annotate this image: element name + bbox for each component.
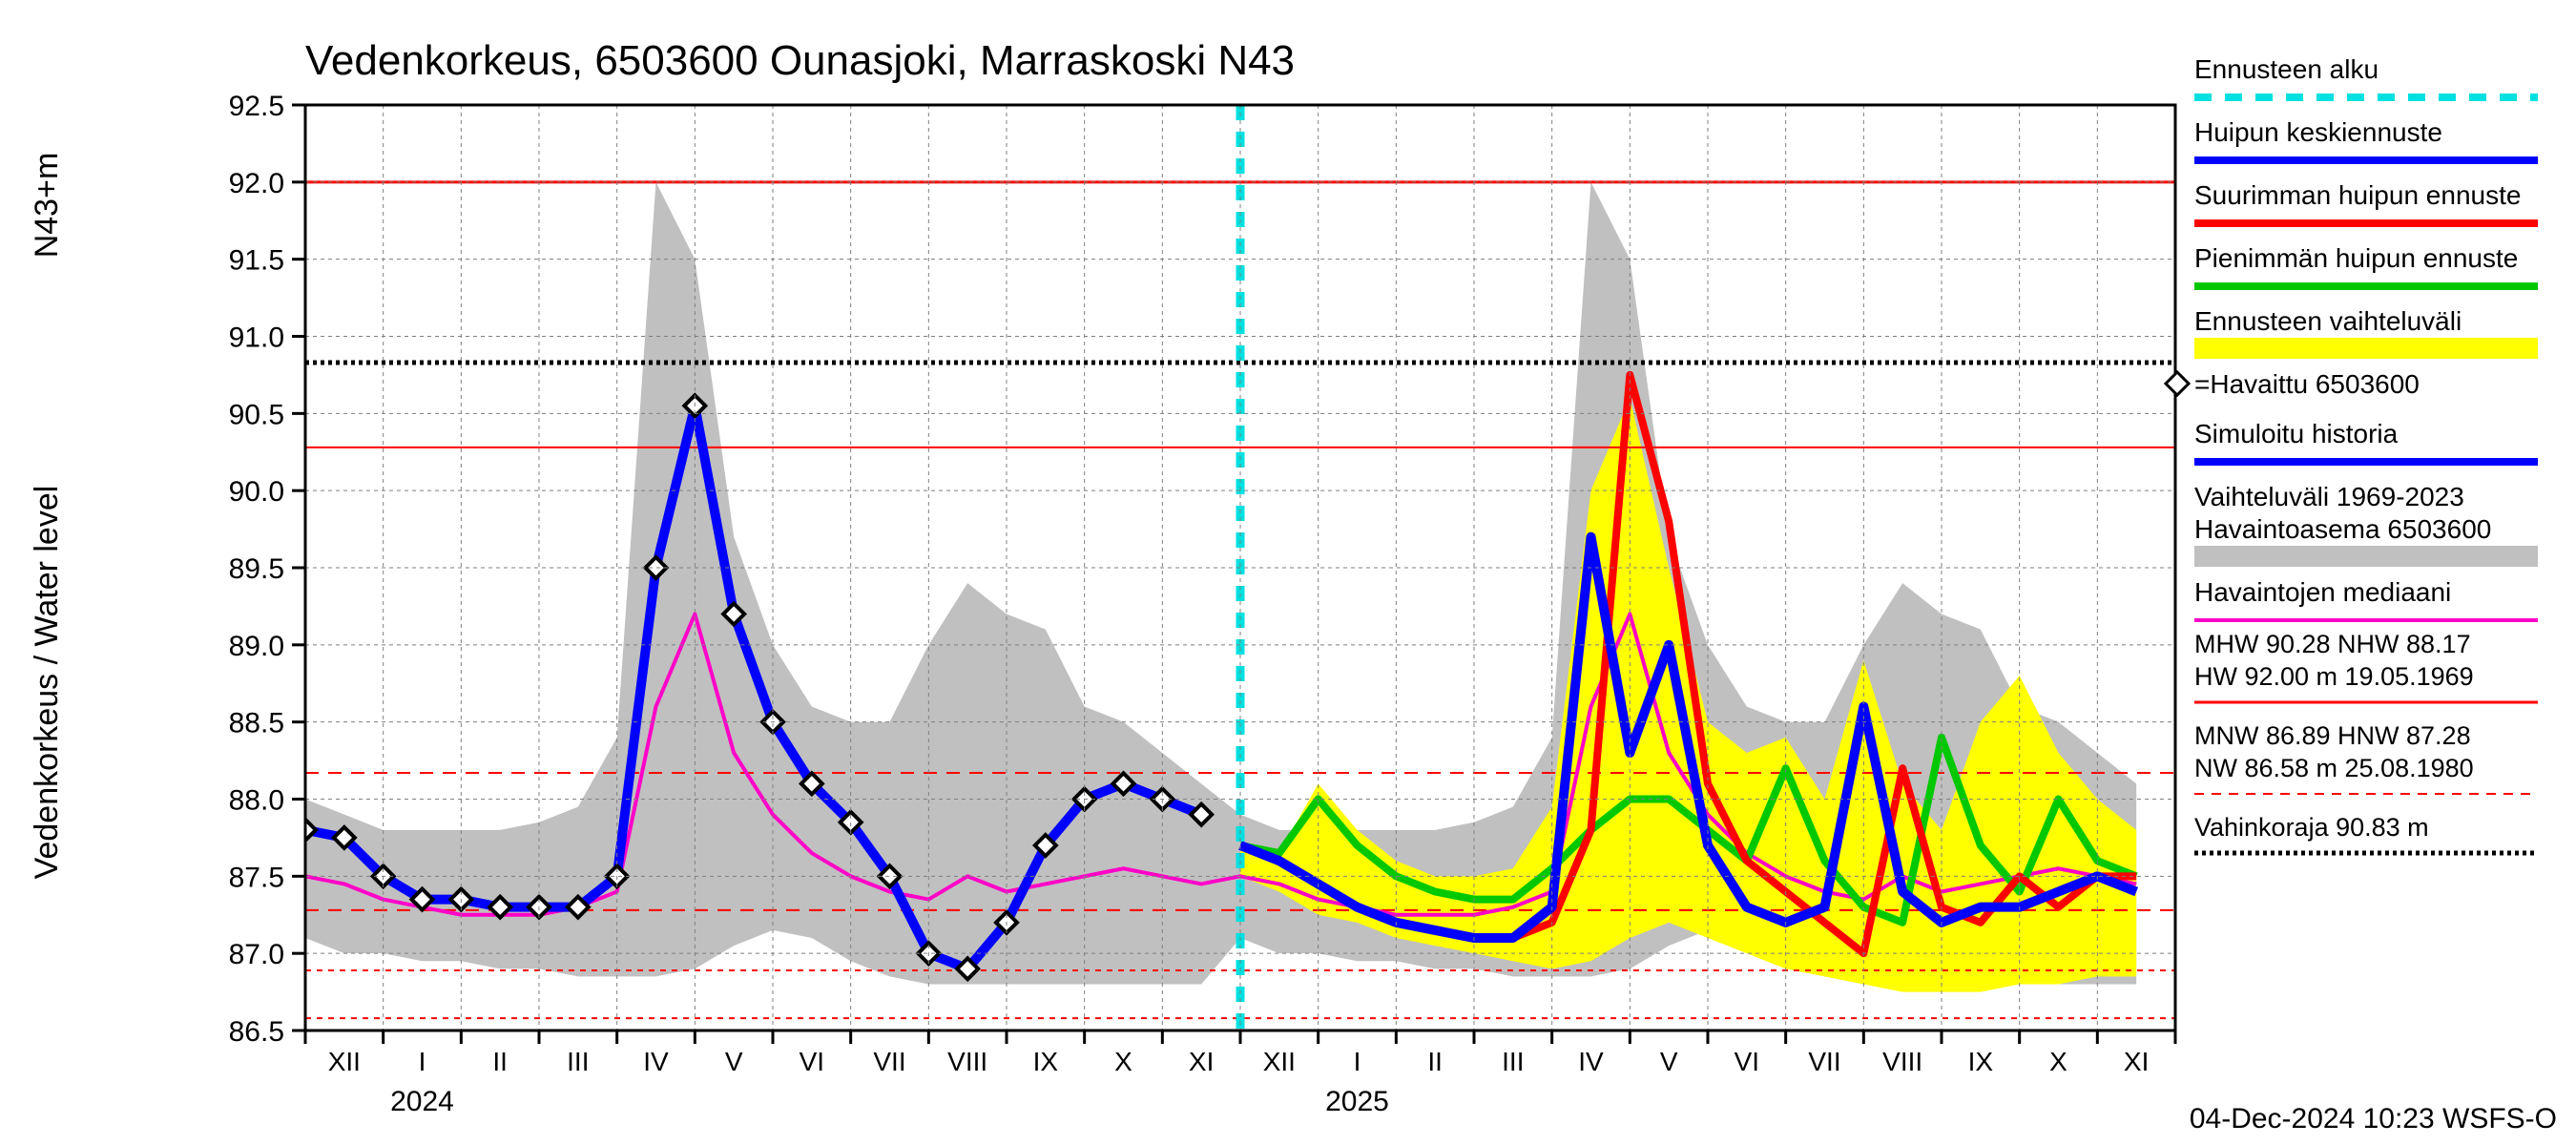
x-tick-label: VII <box>873 1047 905 1076</box>
stats-line: MNW 86.89 HNW 87.28 <box>2194 721 2471 750</box>
y-tick-label: 88.0 <box>229 785 284 817</box>
x-tick-label: XII <box>328 1047 361 1076</box>
stats-line: MHW 90.28 NHW 88.17 <box>2194 630 2471 658</box>
y-tick-label: 88.5 <box>229 708 284 739</box>
chart-svg: 86.5 87.0 87.5 88.0 88.5 89.0 89.5 90.0 90.5 91.0… <box>0 0 2576 1145</box>
chart-title: Vedenkorkeus, 6503600 Ounasjoki, Marrask… <box>305 37 1295 84</box>
y-tick-label: 92.0 <box>229 168 284 199</box>
x-tick-label: VIII <box>947 1047 987 1076</box>
y-tick-label: 86.5 <box>229 1016 284 1048</box>
y-axis-label: Vedenkorkeus / Water level <box>29 486 65 880</box>
legend-label: Huipun keskiennuste <box>2194 117 2442 147</box>
x-tick-label: IV <box>1578 1047 1604 1076</box>
legend-label: Suurimman huipun ennuste <box>2194 180 2521 210</box>
x-tick-label: X <box>1114 1047 1132 1076</box>
stats-line: HW 92.00 m 19.05.1969 <box>2194 662 2474 691</box>
x-tick-label: X <box>2049 1047 2067 1076</box>
legend-label: Havaintoasema 6503600 <box>2194 514 2491 544</box>
legend-label: Ennusteen alku <box>2194 54 2379 84</box>
legend-label: Pienimmän huipun ennuste <box>2194 243 2518 273</box>
x-tick-label: II <box>1427 1047 1443 1076</box>
x-tick-label: XI <box>2124 1047 2149 1076</box>
x-tick-label: VI <box>800 1047 824 1076</box>
legend-sample-band <box>2194 546 2538 567</box>
x-tick-label: I <box>1354 1047 1361 1076</box>
x-tick-label: VII <box>1808 1047 1840 1076</box>
x-tick-label: II <box>492 1047 508 1076</box>
y-axis-label-unit: N43+m <box>29 153 65 259</box>
x-tick-label: V <box>1660 1047 1678 1076</box>
legend-label: Ennusteen vaihteluväli <box>2194 306 2462 336</box>
y-tick-label: 87.0 <box>229 939 284 970</box>
legend-label: Havaintojen mediaani <box>2194 577 2451 607</box>
x-tick-label: III <box>567 1047 589 1076</box>
timestamp: 04-Dec-2024 10:23 WSFS-O <box>2190 1103 2557 1135</box>
stats-line: Vahinkoraja 90.83 m <box>2194 813 2429 842</box>
legend-sample-band <box>2194 338 2538 359</box>
y-tick-label: 89.0 <box>229 631 284 662</box>
x-tick-label: XII <box>1263 1047 1296 1076</box>
y-tick-label: 89.5 <box>229 553 284 585</box>
y-tick-label: 91.0 <box>229 323 284 354</box>
water-level-chart: 86.5 87.0 87.5 88.0 88.5 89.0 89.5 90.0 90.5 91.0… <box>0 0 2576 1145</box>
x-tick-label: IV <box>643 1047 669 1076</box>
x-tick-label: III <box>1502 1047 1524 1076</box>
x-tick-label: V <box>725 1047 743 1076</box>
y-tick-label: 90.0 <box>229 476 284 508</box>
legend-label: Simuloitu historia <box>2194 419 2399 448</box>
y-tick-label: 91.5 <box>229 245 284 277</box>
legend-label: =Havaittu 6503600 <box>2194 369 2420 399</box>
year-label: 2025 <box>1325 1086 1389 1117</box>
year-label: 2024 <box>390 1086 454 1117</box>
legend-label: Vaihteluväli 1969-2023 <box>2194 482 2464 511</box>
x-tick-label: I <box>419 1047 426 1076</box>
y-tick-label: 87.5 <box>229 862 284 893</box>
y-tick-label: 92.5 <box>229 91 284 122</box>
stats-line: NW 86.58 m 25.08.1980 <box>2194 754 2474 782</box>
x-tick-label: VI <box>1735 1047 1759 1076</box>
x-tick-label: VIII <box>1882 1047 1922 1076</box>
x-tick-label: IX <box>1968 1047 1994 1076</box>
x-tick-label: IX <box>1033 1047 1059 1076</box>
y-tick-label: 90.5 <box>229 399 284 430</box>
x-tick-label: XI <box>1189 1047 1214 1076</box>
